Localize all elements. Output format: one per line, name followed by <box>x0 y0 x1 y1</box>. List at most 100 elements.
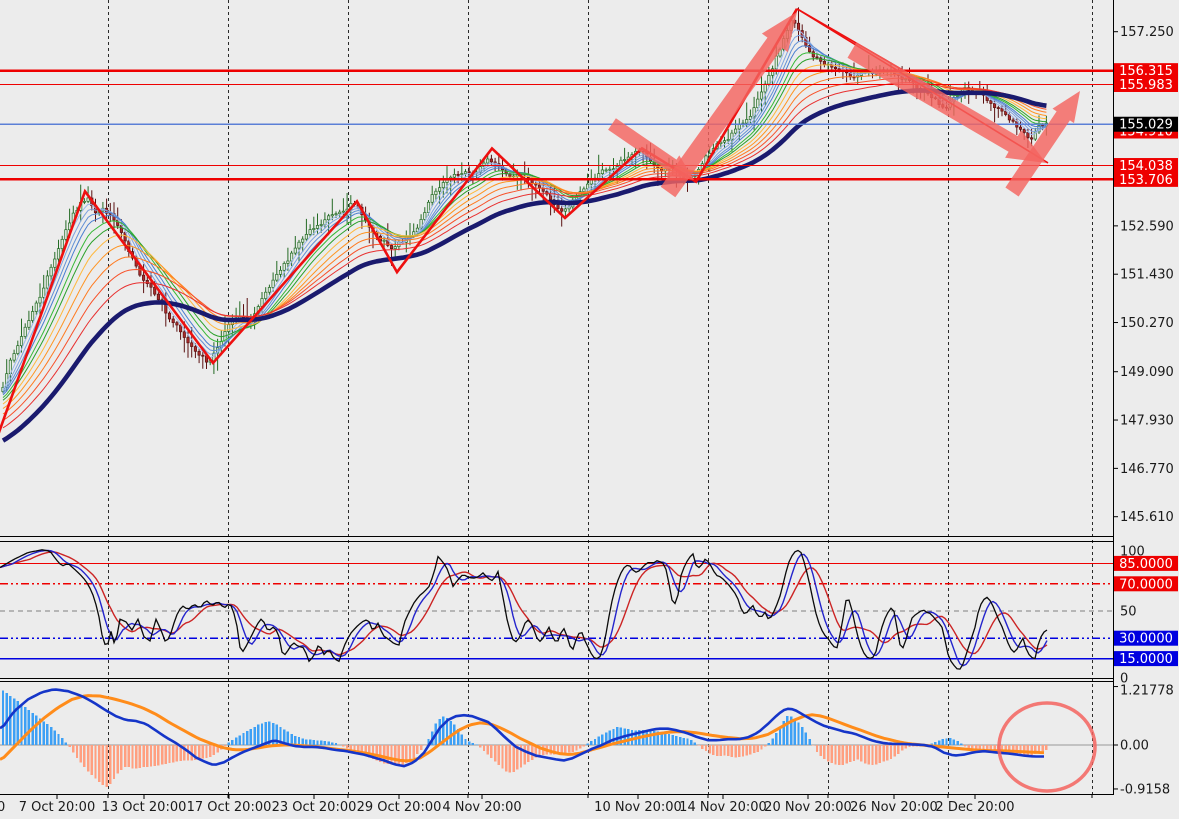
macd-histogram-bar <box>649 731 651 745</box>
macd-histogram-bar <box>131 745 133 768</box>
macd-histogram-bar <box>124 745 126 767</box>
macd-histogram-bar <box>231 740 233 745</box>
level-price-badge: 155.983 <box>1119 78 1173 93</box>
candle-body <box>764 84 766 92</box>
level-price-badge: 153.706 <box>1119 173 1173 188</box>
macd-histogram-bar <box>302 738 304 745</box>
macd-histogram-bar <box>905 745 907 748</box>
candle-body <box>313 228 315 229</box>
macd-histogram-bar <box>228 743 230 745</box>
macd-histogram-bar <box>120 745 122 770</box>
macd-histogram-bar <box>871 745 873 765</box>
macd-histogram-bar <box>524 745 526 765</box>
candle-body <box>50 267 52 276</box>
macd-histogram-bar <box>579 745 581 749</box>
candle-body <box>749 116 751 119</box>
candle-body <box>461 174 463 175</box>
macd-histogram-bar <box>820 745 822 756</box>
candle-body <box>283 263 285 270</box>
candle-body <box>390 245 392 248</box>
macd-histogram-bar <box>61 738 63 745</box>
macd-histogram-bar <box>113 745 115 779</box>
macd-histogram-bar <box>139 745 141 768</box>
candle-body <box>191 343 193 347</box>
candle-body <box>816 57 818 58</box>
macd-histogram-bar <box>953 739 955 745</box>
macd-histogram-bar <box>83 745 85 767</box>
macd-histogram-bar <box>416 745 418 754</box>
candle-body <box>342 211 344 212</box>
macd-histogram-bar <box>205 745 207 758</box>
macd-histogram-bar <box>487 745 489 754</box>
macd-histogram-bar <box>154 745 156 766</box>
macd-histogram-bar <box>9 696 11 745</box>
macd-histogram-bar <box>897 745 899 754</box>
candle-body <box>431 195 433 203</box>
macd-histogram-bar <box>746 745 748 755</box>
candle-body <box>453 174 455 177</box>
macd-histogram-bar <box>901 745 903 751</box>
macd-histogram-bar <box>934 742 936 745</box>
macd-histogram-bar <box>309 740 311 745</box>
candle-body <box>394 247 396 249</box>
macd-histogram-bar <box>894 745 896 757</box>
macd-histogram-bar <box>43 721 45 745</box>
macd-histogram-bar <box>956 741 958 745</box>
macd-histogram-bar <box>757 745 759 752</box>
macd-histogram-bar <box>749 745 751 754</box>
macd-histogram-bar <box>479 745 481 747</box>
macd-histogram-bar <box>875 745 877 764</box>
time-axis-clipped-label: 0 <box>0 800 5 815</box>
candle-body <box>320 224 322 225</box>
macd-histogram-bar <box>109 745 111 784</box>
macd-histogram-bar <box>672 735 674 745</box>
macd-axis-label: 1.21778 <box>1120 684 1174 699</box>
candle-body <box>287 261 289 263</box>
macd-histogram-bar <box>239 735 241 745</box>
macd-histogram-bar <box>224 745 226 746</box>
candle-body <box>294 248 296 253</box>
candle-body <box>265 292 267 298</box>
oscillator-axis-label: 50 <box>1120 605 1137 620</box>
macd-histogram-bar <box>165 745 167 764</box>
macd-histogram-bar <box>768 743 770 745</box>
candle-body <box>83 201 85 202</box>
macd-histogram-bar <box>882 745 884 762</box>
time-axis-label: 2 Dec 20:00 <box>935 800 1014 815</box>
macd-histogram-bar <box>879 745 881 763</box>
candle-body <box>302 239 304 242</box>
macd-histogram-bar <box>686 739 688 745</box>
candle-body <box>997 108 999 109</box>
candle-body <box>605 170 607 171</box>
time-axis-label: 23 Oct 20:00 <box>272 800 357 815</box>
candle-body <box>538 185 540 188</box>
macd-histogram-bar <box>413 745 415 758</box>
macd-histogram-bar <box>831 745 833 763</box>
time-axis-label: 20 Nov 20:00 <box>764 800 852 815</box>
macd-histogram-bar <box>394 745 396 765</box>
macd-histogram-bar <box>838 745 840 765</box>
candle-body <box>1023 129 1025 132</box>
macd-histogram-bar <box>664 733 666 745</box>
macd-histogram-bar <box>738 745 740 757</box>
macd-histogram-bar <box>168 745 170 763</box>
macd-histogram-bar <box>483 745 485 751</box>
candle-body <box>768 75 770 84</box>
macd-histogram-bar <box>668 734 670 745</box>
time-axis-label: 17 Oct 20:00 <box>187 800 272 815</box>
candle-body <box>812 52 814 57</box>
macd-histogram-bar <box>172 745 174 762</box>
price-axis-label: 145.610 <box>1120 510 1174 525</box>
macd-histogram-bar <box>261 723 263 745</box>
macd-histogram-bar <box>890 745 892 759</box>
macd-histogram-bar <box>675 736 677 745</box>
macd-histogram-bar <box>298 737 300 745</box>
macd-histogram-bar <box>505 745 507 771</box>
candle-body <box>305 234 307 239</box>
candle-body <box>723 141 725 143</box>
candle-body <box>31 311 33 320</box>
macd-histogram-bar <box>857 745 859 760</box>
oscillator-level-badge: 15.0000 <box>1119 652 1173 667</box>
